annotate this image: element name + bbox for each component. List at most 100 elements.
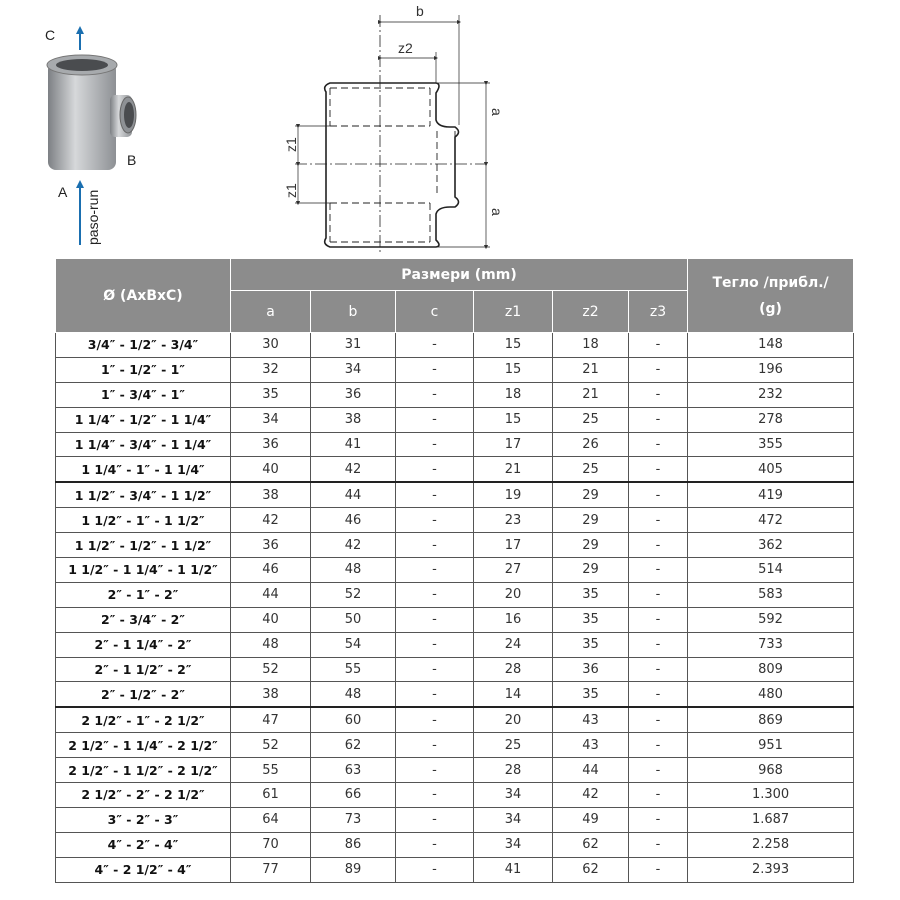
table-row: 2″ - 1 1/2″ - 2″ 52 55-28 36-809 (55, 656, 855, 683)
cell-size: 2 1/2″ - 1 1/2″ - 2 1/2″ (55, 757, 231, 784)
cell-z1: 28 (473, 757, 553, 784)
cell-b: 86 (310, 831, 396, 858)
cell-z3: - (627, 831, 689, 858)
cell-z3: - (627, 706, 689, 734)
cell-b: 42 (310, 532, 396, 559)
cell-z2: 29 (552, 481, 629, 509)
cell-z3: - (627, 557, 689, 583)
cell-b: 38 (310, 406, 396, 433)
cell-z2: 36 (552, 656, 629, 683)
dim-b: b (416, 3, 424, 19)
cell-weight: 1.687 (687, 806, 855, 833)
header-dimensions: Размери (mm) (229, 258, 689, 291)
label-b: B (127, 152, 136, 168)
header-weight-line1: Тегло /прибл./ (712, 274, 829, 291)
table-row: 4″ - 2 1/2″ - 4″ 77 89-41 62-2.393 (55, 856, 855, 883)
cell-z2: 35 (552, 581, 629, 608)
cell-c: - (395, 431, 474, 458)
cell-size: 2 1/2″ - 2″ - 2 1/2″ (55, 782, 231, 808)
cell-z1: 20 (473, 581, 553, 608)
cell-b: 60 (310, 706, 396, 734)
cell-z1: 24 (473, 631, 553, 658)
cell-b: 34 (310, 356, 396, 383)
cell-size: 2″ - 1″ - 2″ (55, 581, 231, 608)
cell-z2: 44 (552, 757, 629, 784)
header-z2: z2 (552, 290, 629, 333)
table-row: 1 1/2″ - 3/4″ - 1 1/2″ 38 44-19 29-419 (55, 481, 855, 509)
cell-size: 2″ - 1 1/2″ - 2″ (55, 656, 231, 683)
cell-a: 32 (230, 356, 311, 383)
cell-z3: - (627, 381, 689, 408)
cell-a: 38 (230, 481, 311, 509)
cell-z2: 43 (552, 706, 629, 734)
table-row: 1 1/4″ - 3/4″ - 1 1/4″ 36 41-17 26-355 (55, 431, 855, 458)
cell-weight: 355 (687, 431, 855, 458)
table-row: 1 1/2″ - 1 1/4″ - 1 1/2″ 46 48-27 29-514 (55, 557, 855, 583)
tee-photo (46, 54, 137, 170)
cell-b: 41 (310, 431, 396, 458)
cell-size: 2″ - 3/4″ - 2″ (55, 606, 231, 633)
cell-a: 30 (230, 332, 311, 358)
cell-size: 2″ - 1/2″ - 2″ (55, 681, 231, 708)
cell-a: 42 (230, 507, 311, 534)
label-c: C (45, 27, 55, 43)
cell-c: - (395, 782, 474, 808)
table-row: 2″ - 1/2″ - 2″ 38 48-14 35-480 (55, 681, 855, 708)
cell-z2: 35 (552, 631, 629, 658)
cell-z3: - (627, 606, 689, 633)
cell-c: - (395, 856, 474, 883)
cell-b: 36 (310, 381, 396, 408)
table-row: 1 1/4″ - 1″ - 1 1/4″ 40 42-21 25-405 (55, 456, 855, 483)
cell-z2: 25 (552, 406, 629, 433)
cell-a: 38 (230, 681, 311, 708)
cell-z3: - (627, 431, 689, 458)
cell-z2: 26 (552, 431, 629, 458)
cell-size: 1 1/2″ - 1 1/4″ - 1 1/2″ (55, 557, 231, 583)
cell-c: - (395, 532, 474, 559)
cell-c: - (395, 757, 474, 784)
header-weight: Тегло /прибл./ (g) (687, 258, 855, 333)
cell-z2: 21 (552, 356, 629, 383)
cell-z1: 14 (473, 681, 553, 708)
cell-weight: 278 (687, 406, 855, 433)
cell-weight: 809 (687, 656, 855, 683)
cell-c: - (395, 831, 474, 858)
cell-size: 4″ - 2 1/2″ - 4″ (55, 856, 231, 883)
cell-z3: - (627, 806, 689, 833)
header-weight-line2: (g) (759, 300, 782, 317)
cell-a: 64 (230, 806, 311, 833)
cell-z1: 17 (473, 431, 553, 458)
cell-z1: 34 (473, 782, 553, 808)
cell-weight: 869 (687, 706, 855, 734)
cell-z2: 49 (552, 806, 629, 833)
cell-z1: 21 (473, 456, 553, 483)
cell-a: 47 (230, 706, 311, 734)
cell-weight: 968 (687, 757, 855, 784)
cell-z2: 35 (552, 681, 629, 708)
header-z1: z1 (473, 290, 553, 333)
cell-z2: 29 (552, 557, 629, 583)
cell-weight: 196 (687, 356, 855, 383)
cell-z2: 43 (552, 732, 629, 759)
cell-b: 54 (310, 631, 396, 658)
cell-b: 46 (310, 507, 396, 534)
cell-b: 42 (310, 456, 396, 483)
cell-b: 52 (310, 581, 396, 608)
table-row: 2″ - 1 1/4″ - 2″ 48 54-24 35-733 (55, 631, 855, 658)
dimensions-table: Ø (AxBxC) Размери (mm) Тегло /прибл./ (g… (55, 258, 855, 883)
cell-z1: 23 (473, 507, 553, 534)
cell-c: - (395, 581, 474, 608)
cell-weight: 362 (687, 532, 855, 559)
label-a: A (58, 184, 68, 200)
cell-z1: 20 (473, 706, 553, 734)
cell-b: 48 (310, 681, 396, 708)
cell-weight: 951 (687, 732, 855, 759)
cell-z1: 16 (473, 606, 553, 633)
table-row: 2″ - 1″ - 2″ 44 52-20 35-583 (55, 581, 855, 608)
cell-weight: 514 (687, 557, 855, 583)
cell-z1: 27 (473, 557, 553, 583)
table-row: 1 1/2″ - 1/2″ - 1 1/2″ 36 42-17 29-362 (55, 532, 855, 559)
cell-z1: 18 (473, 381, 553, 408)
cell-z3: - (627, 481, 689, 509)
cell-a: 52 (230, 732, 311, 759)
